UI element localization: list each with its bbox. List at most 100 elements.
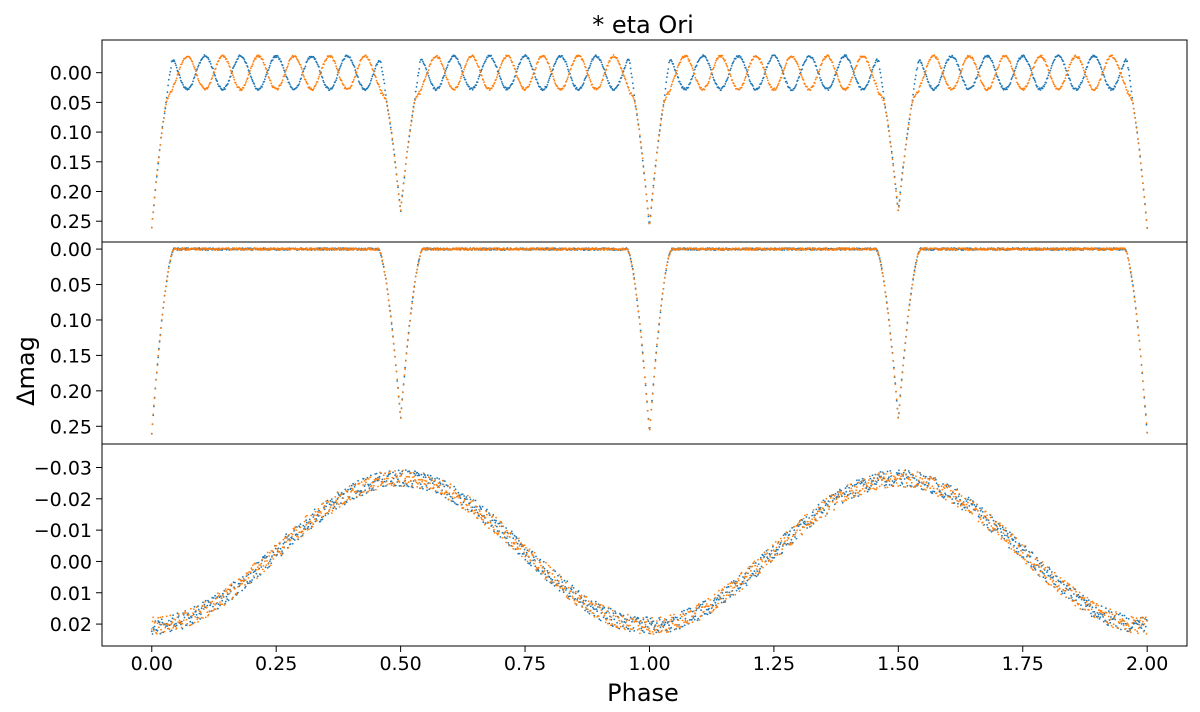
data-point xyxy=(415,271,418,274)
data-point xyxy=(1145,423,1148,426)
data-point xyxy=(1100,78,1102,80)
data-point xyxy=(727,76,729,79)
data-point xyxy=(1028,65,1031,68)
data-point xyxy=(286,76,288,79)
data-point xyxy=(167,265,170,268)
data-point xyxy=(663,281,665,284)
data-point xyxy=(545,85,548,88)
data-point xyxy=(214,67,217,70)
data-point xyxy=(610,57,613,60)
data-point xyxy=(338,67,341,70)
data-point xyxy=(161,314,164,316)
data-point xyxy=(306,60,308,63)
data-point xyxy=(738,55,741,57)
data-point xyxy=(418,257,421,260)
data-point xyxy=(408,134,411,137)
data-point xyxy=(674,74,677,77)
data-point xyxy=(725,79,728,82)
data-point xyxy=(156,169,159,172)
data-point xyxy=(937,83,940,86)
data-point xyxy=(159,334,162,337)
data-point xyxy=(868,80,870,82)
data-point xyxy=(564,84,567,86)
data-point xyxy=(397,186,399,189)
data-point xyxy=(937,58,939,61)
data-point xyxy=(619,80,621,83)
data-point xyxy=(392,148,395,151)
data-point xyxy=(500,81,503,83)
data-point xyxy=(463,76,465,79)
data-point xyxy=(505,88,507,91)
data-point xyxy=(249,67,252,70)
data-point xyxy=(231,72,234,74)
data-point xyxy=(391,137,394,140)
data-point xyxy=(438,87,441,89)
data-point xyxy=(1141,175,1144,178)
data-point xyxy=(1139,162,1142,165)
data-point xyxy=(389,310,391,313)
data-point xyxy=(439,85,441,88)
data-point xyxy=(668,90,671,93)
data-point xyxy=(689,62,692,65)
data-point xyxy=(353,66,356,68)
data-point xyxy=(1041,87,1044,90)
data-point xyxy=(513,64,515,67)
data-point xyxy=(796,79,799,82)
data-point xyxy=(907,128,909,131)
data-point xyxy=(636,112,638,115)
data-point xyxy=(433,86,436,89)
data-point xyxy=(199,61,202,64)
data-point xyxy=(426,71,429,73)
data-point xyxy=(652,184,655,187)
data-point xyxy=(160,327,162,329)
data-point xyxy=(479,71,482,73)
data-point xyxy=(623,75,626,78)
data-point xyxy=(653,375,655,378)
data-point xyxy=(567,68,569,71)
data-point xyxy=(417,262,420,264)
data-point xyxy=(914,95,917,97)
data-point xyxy=(175,79,177,82)
data-point xyxy=(183,247,186,250)
data-point xyxy=(251,65,254,68)
data-point xyxy=(1132,107,1135,110)
data-point xyxy=(898,206,900,208)
data-point xyxy=(664,98,667,101)
data-point xyxy=(1087,81,1090,84)
data-point xyxy=(421,58,423,61)
data-point xyxy=(670,85,673,88)
data-point xyxy=(411,116,414,119)
data-point xyxy=(743,79,746,81)
data-point xyxy=(631,82,634,85)
data-point xyxy=(663,94,666,96)
data-point xyxy=(384,274,386,276)
data-point xyxy=(990,85,993,87)
data-point xyxy=(401,399,404,401)
data-point xyxy=(547,62,550,65)
data-point xyxy=(1146,227,1149,230)
data-point xyxy=(505,87,508,89)
data-point xyxy=(709,76,712,78)
data-point xyxy=(175,64,177,67)
data-point xyxy=(234,63,236,66)
data-point xyxy=(624,78,627,81)
data-point xyxy=(672,79,675,81)
data-point xyxy=(407,338,409,341)
data-point xyxy=(910,103,913,106)
data-point xyxy=(656,152,658,154)
data-point xyxy=(550,70,553,73)
data-point xyxy=(927,60,930,63)
data-point xyxy=(848,60,851,62)
data-point xyxy=(582,82,585,84)
data-point xyxy=(1030,73,1033,76)
data-point xyxy=(681,85,684,88)
data-point xyxy=(611,56,614,58)
data-point xyxy=(653,179,655,181)
data-point xyxy=(565,247,567,250)
data-point xyxy=(366,56,369,58)
data-point xyxy=(1067,74,1070,76)
data-point xyxy=(325,57,328,60)
data-point xyxy=(1104,79,1107,81)
data-point xyxy=(246,77,249,80)
